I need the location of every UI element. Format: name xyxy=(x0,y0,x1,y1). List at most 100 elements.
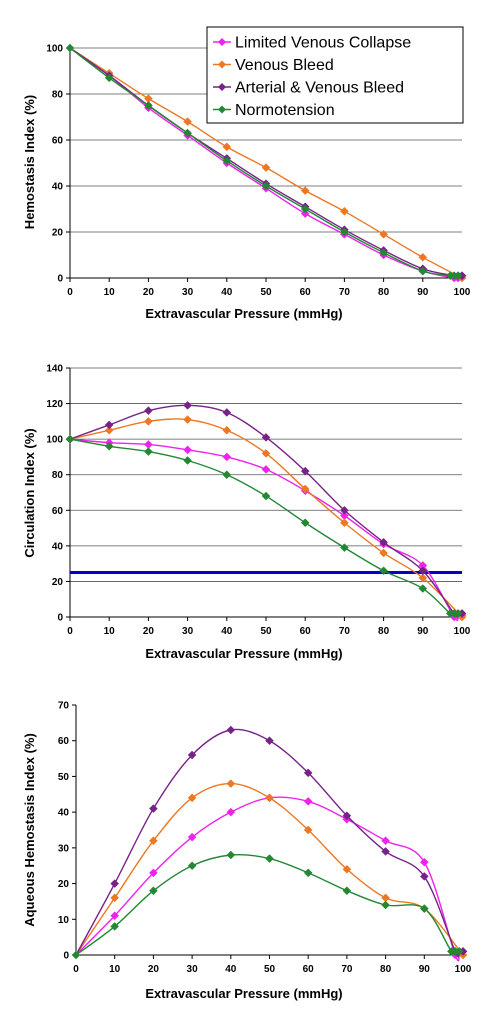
data-point xyxy=(226,779,236,788)
data-point xyxy=(418,573,428,583)
data-point xyxy=(261,181,271,191)
data-point xyxy=(261,163,271,172)
x-tick-label: 20 xyxy=(143,287,155,298)
x-tick-label: 90 xyxy=(417,287,429,298)
y-tick-label: 60 xyxy=(52,136,64,147)
x-tick-label: 0 xyxy=(67,626,73,637)
x-tick-label: 30 xyxy=(182,626,194,637)
data-point xyxy=(381,900,390,910)
data-point xyxy=(261,465,271,474)
y-tick-label: 80 xyxy=(52,470,64,481)
data-point xyxy=(226,807,236,817)
y-tick-label: 40 xyxy=(58,808,70,819)
data-point xyxy=(379,537,388,547)
data-point xyxy=(110,879,120,888)
x-tick-label: 100 xyxy=(454,287,471,298)
data-point xyxy=(340,505,349,515)
data-point xyxy=(144,417,153,426)
data-point xyxy=(183,445,192,455)
data-point xyxy=(149,836,158,846)
y-axis-title: Aqueous Hemostasis Index (%) xyxy=(22,733,37,927)
y-tick-label: 0 xyxy=(63,951,69,962)
legend-swatch-marker xyxy=(218,60,226,69)
data-point xyxy=(381,847,390,856)
chart-1: 0 20 40 60 80 100 0 10 20 30 40 50 60 70 80 90 100 Extrav… xyxy=(22,26,471,321)
legend: Limited Venous Collapse Venous Bleed Arter… xyxy=(206,26,464,124)
data-point xyxy=(340,543,349,552)
data-point xyxy=(300,204,310,214)
x-tick-label: 50 xyxy=(260,626,272,637)
data-point xyxy=(300,466,310,476)
x-tick-label: 60 xyxy=(300,287,312,298)
data-point xyxy=(265,793,274,803)
data-point xyxy=(265,736,274,746)
data-point xyxy=(300,484,310,494)
data-point xyxy=(261,491,271,501)
x-tick-label: 10 xyxy=(104,626,116,637)
y-tick-label: 20 xyxy=(58,879,70,890)
chart-2: 0 20 40 60 80 100 120 140 0 10 20 30 40 50 60 70 80 90 100… xyxy=(22,364,471,662)
x-tick-label: 50 xyxy=(264,964,276,975)
x-tick-label: 90 xyxy=(419,964,431,975)
data-point xyxy=(453,271,463,281)
data-point xyxy=(183,117,192,126)
data-point xyxy=(104,441,114,451)
data-point xyxy=(303,797,313,806)
data-point xyxy=(149,804,158,813)
legend-label: Limited Venous Collapse xyxy=(235,35,411,52)
data-point xyxy=(418,266,428,276)
data-point xyxy=(183,415,192,424)
data-point xyxy=(453,609,463,618)
data-point xyxy=(149,886,158,896)
data-point xyxy=(104,425,114,435)
x-tick-label: 60 xyxy=(303,964,315,975)
x-tick-label: 10 xyxy=(104,287,116,298)
legend-label: Normotension xyxy=(235,102,335,119)
x-tick-label: 60 xyxy=(300,626,312,637)
x-axis-title: Extravascular Pressure (mmHg) xyxy=(145,646,342,661)
y-tick-label: 40 xyxy=(52,182,64,193)
data-point xyxy=(222,425,232,435)
y-tick-label: 80 xyxy=(52,90,64,101)
y-tick-label: 50 xyxy=(58,772,70,783)
data-point xyxy=(379,548,388,558)
data-point xyxy=(187,750,197,760)
data-point xyxy=(419,857,429,867)
y-tick-label: 20 xyxy=(52,577,64,588)
legend-swatch-marker xyxy=(218,83,226,91)
data-point xyxy=(340,518,349,528)
data-point xyxy=(222,408,232,417)
x-axis-title: Extravascular Pressure (mmHg) xyxy=(145,306,342,321)
data-point xyxy=(183,128,192,138)
x-tick-label: 70 xyxy=(339,626,351,637)
x-tick-label: 100 xyxy=(455,964,472,975)
y-tick-label: 100 xyxy=(46,44,63,55)
chart-3: 0 10 20 30 40 50 60 70 0 10 20 30 40 50 60 70 80 90 100 Ext… xyxy=(22,701,472,1002)
data-point xyxy=(303,768,313,778)
data-point xyxy=(379,566,388,576)
data-point xyxy=(418,252,428,262)
y-tick-label: 120 xyxy=(46,399,63,410)
data-point xyxy=(303,825,313,835)
data-point xyxy=(187,832,197,842)
data-point xyxy=(222,156,232,166)
data-point xyxy=(183,400,192,410)
data-point xyxy=(187,861,197,871)
x-tick-label: 80 xyxy=(378,287,390,298)
data-point xyxy=(226,725,236,735)
data-point xyxy=(419,872,429,881)
legend-swatch-marker xyxy=(218,105,226,114)
x-tick-label: 70 xyxy=(341,964,353,975)
data-point xyxy=(65,434,75,444)
legend-label: Venous Bleed xyxy=(235,57,334,74)
x-tick-label: 100 xyxy=(454,626,471,637)
y-tick-label: 0 xyxy=(57,613,63,624)
data-point xyxy=(104,420,114,430)
x-tick-label: 80 xyxy=(378,626,390,637)
data-point xyxy=(222,142,232,152)
data-point xyxy=(144,101,153,110)
data-point xyxy=(226,850,236,860)
data-point xyxy=(419,904,429,913)
legend-label: Arterial & Venous Bleed xyxy=(235,80,404,97)
